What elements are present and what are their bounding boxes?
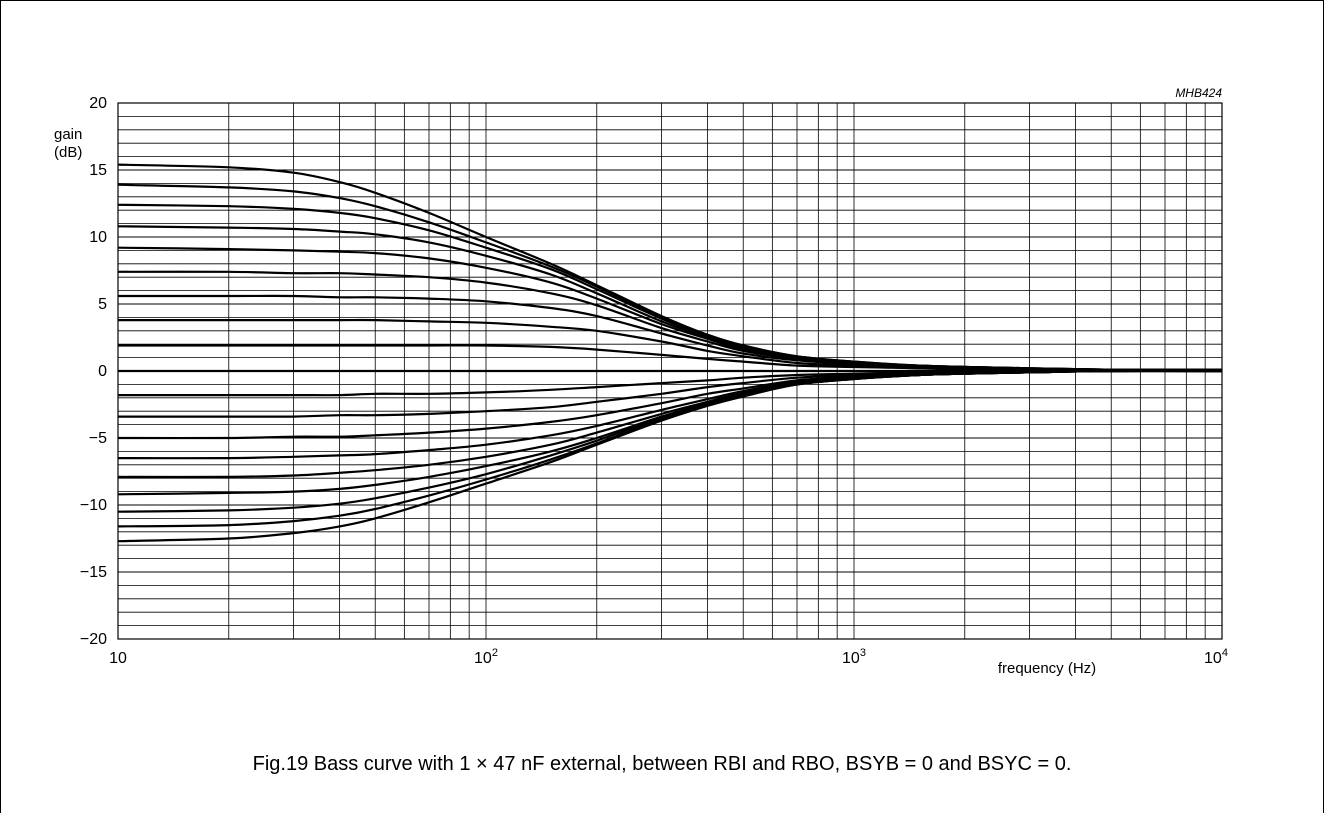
y-tick-label: 5 bbox=[98, 296, 107, 313]
y-tick-label: 10 bbox=[89, 229, 107, 246]
y-tick-label: 20 bbox=[89, 95, 107, 112]
gain-curve bbox=[117, 246, 1222, 371]
x-tick-label: 104 bbox=[1204, 647, 1228, 667]
y-axis-label-line1: gain bbox=[54, 126, 82, 143]
axis-labels: MHB424 gain (dB) frequency (Hz) bbox=[54, 86, 1222, 677]
gain-curve bbox=[117, 225, 1223, 371]
gain-curve bbox=[117, 369, 1222, 440]
x-tick-label: 102 bbox=[474, 647, 498, 667]
x-axis-label: frequency (Hz) bbox=[998, 660, 1096, 677]
y-tick-label: −5 bbox=[89, 430, 107, 447]
x-tick-label: 103 bbox=[842, 647, 866, 667]
figure-caption: Fig.19 Bass curve with 1 × 47 nF externa… bbox=[252, 753, 1072, 775]
axes bbox=[117, 102, 1223, 640]
gain-curve bbox=[118, 344, 1222, 371]
y-tick-label: 0 bbox=[98, 363, 107, 380]
gain-curve bbox=[118, 294, 1222, 371]
y-axis-label-line2: (dB) bbox=[54, 144, 82, 161]
curves bbox=[117, 163, 1223, 543]
y-tick-labels: 20 15 10 5 0 −5 −10 −15 −20 bbox=[80, 95, 107, 648]
y-tick-label: 15 bbox=[89, 162, 107, 179]
figure-code: MHB424 bbox=[1175, 86, 1222, 100]
y-tick-label: −10 bbox=[80, 497, 107, 514]
gain-curve bbox=[117, 163, 1223, 371]
gain-curve bbox=[117, 369, 1223, 479]
gain-curve bbox=[117, 369, 1223, 543]
y-tick-label: −15 bbox=[80, 564, 107, 581]
x-tick-labels: 10 102 103 104 bbox=[109, 647, 1228, 667]
x-tick-label: 10 bbox=[109, 650, 127, 667]
y-tick-label: −20 bbox=[80, 631, 107, 648]
gain-curve bbox=[118, 369, 1222, 418]
